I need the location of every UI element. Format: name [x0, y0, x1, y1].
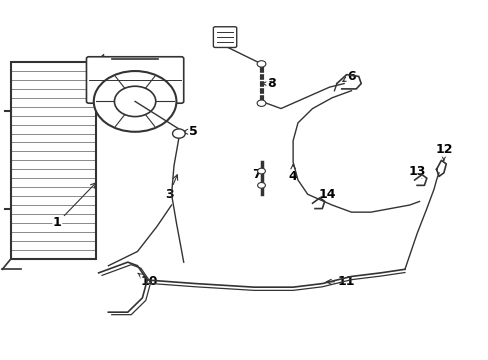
Text: 3: 3 — [164, 175, 177, 201]
Text: 9: 9 — [218, 27, 226, 40]
Circle shape — [257, 183, 265, 188]
Text: 11: 11 — [325, 275, 355, 288]
Text: 4: 4 — [288, 165, 297, 183]
Bar — [11, 62, 96, 258]
Text: 6: 6 — [342, 70, 355, 83]
Circle shape — [257, 100, 265, 107]
Text: 7: 7 — [252, 168, 261, 181]
Text: 8: 8 — [262, 77, 275, 90]
Circle shape — [172, 129, 185, 138]
FancyBboxPatch shape — [86, 57, 183, 103]
Circle shape — [257, 61, 265, 67]
Circle shape — [257, 168, 265, 174]
FancyBboxPatch shape — [213, 27, 236, 48]
Text: 1: 1 — [53, 183, 96, 229]
Text: 10: 10 — [138, 273, 158, 288]
Text: 2: 2 — [99, 104, 115, 122]
Text: 13: 13 — [407, 165, 425, 178]
Circle shape — [94, 71, 176, 132]
Circle shape — [114, 86, 156, 117]
Text: 14: 14 — [318, 188, 335, 201]
Text: 12: 12 — [434, 143, 452, 160]
Text: 5: 5 — [183, 125, 198, 138]
